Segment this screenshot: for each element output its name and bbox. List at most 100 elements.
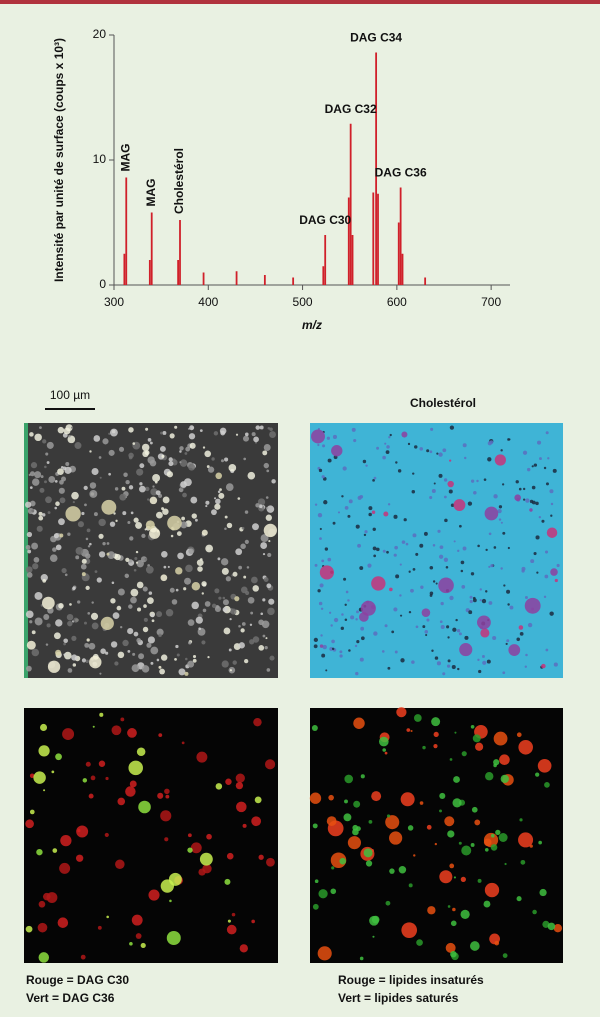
spot: [255, 425, 261, 430]
spot: [238, 565, 243, 570]
spot: [175, 644, 179, 649]
spot: [467, 501, 473, 506]
spot: [509, 605, 514, 610]
spot: [37, 922, 48, 933]
peak-label: DAG C32: [325, 102, 377, 116]
spot: [489, 440, 494, 444]
spot: [27, 549, 32, 554]
spot: [100, 616, 114, 630]
spot: [47, 660, 61, 673]
spot: [344, 618, 348, 621]
spot: [341, 613, 344, 616]
cholesterol-image: [310, 423, 563, 678]
spot: [493, 731, 508, 746]
spot: [211, 509, 217, 516]
spot: [329, 611, 332, 614]
scale-bar-label: 100 µm: [50, 388, 90, 402]
spot: [263, 462, 270, 469]
spot: [189, 442, 196, 449]
spot: [550, 514, 553, 517]
spot: [199, 852, 213, 866]
spot: [313, 644, 318, 649]
spot: [198, 627, 202, 631]
spot: [238, 624, 241, 628]
spot: [31, 509, 35, 513]
spot: [31, 648, 40, 657]
spot: [205, 500, 210, 505]
spot: [239, 944, 248, 953]
spot: [53, 533, 59, 539]
spot: [188, 641, 192, 645]
spot: [128, 559, 133, 563]
spot: [244, 510, 249, 514]
spot: [251, 432, 256, 437]
spot: [475, 742, 484, 751]
spot: [244, 539, 249, 544]
spot: [115, 519, 118, 523]
spot: [160, 879, 175, 893]
spot: [36, 848, 43, 856]
spot: [149, 527, 161, 539]
spot: [456, 629, 461, 633]
spot: [58, 487, 65, 494]
spot: [124, 573, 130, 579]
spot: [484, 882, 500, 898]
spot: [235, 773, 245, 783]
spot: [553, 662, 558, 667]
spot: [42, 439, 47, 444]
spot: [522, 487, 526, 491]
spot: [110, 428, 118, 437]
spot: [434, 656, 439, 660]
spot: [45, 452, 49, 456]
spot: [26, 572, 33, 578]
spot: [109, 521, 116, 527]
spot: [74, 442, 82, 450]
spot: [347, 514, 351, 518]
spot: [218, 492, 225, 499]
spot: [191, 601, 199, 610]
spot: [461, 585, 466, 589]
spot: [339, 857, 347, 865]
spot: [405, 542, 409, 546]
spot: [38, 515, 44, 521]
spot: [483, 900, 491, 908]
spot: [460, 909, 470, 920]
spot: [25, 925, 33, 933]
spot: [244, 659, 249, 664]
spot: [25, 566, 33, 573]
spot: [53, 632, 61, 640]
spot: [376, 547, 380, 552]
spot: [479, 588, 482, 591]
spot: [251, 576, 258, 584]
spot: [524, 595, 528, 599]
spot: [81, 658, 87, 663]
spot: [87, 612, 91, 615]
spot: [93, 512, 98, 517]
spot: [381, 650, 385, 653]
spot: [343, 813, 352, 822]
spot: [340, 626, 344, 630]
spot: [112, 612, 120, 619]
spot: [368, 512, 372, 517]
spot: [162, 430, 167, 435]
spot: [447, 830, 455, 838]
spot: [529, 508, 533, 512]
spot: [149, 496, 158, 505]
spot: [460, 876, 466, 882]
peak-label: DAG C34: [350, 31, 402, 45]
spot: [63, 651, 72, 660]
spot: [508, 644, 521, 656]
spot: [202, 446, 206, 449]
spot: [498, 518, 502, 521]
spot: [353, 438, 357, 443]
spot: [411, 660, 415, 664]
spot: [556, 563, 560, 568]
spot: [123, 472, 128, 477]
spot: [127, 728, 137, 738]
spot: [67, 668, 73, 673]
spot: [166, 471, 174, 478]
spot: [406, 728, 411, 732]
spot: [535, 772, 540, 777]
spot: [327, 557, 332, 562]
